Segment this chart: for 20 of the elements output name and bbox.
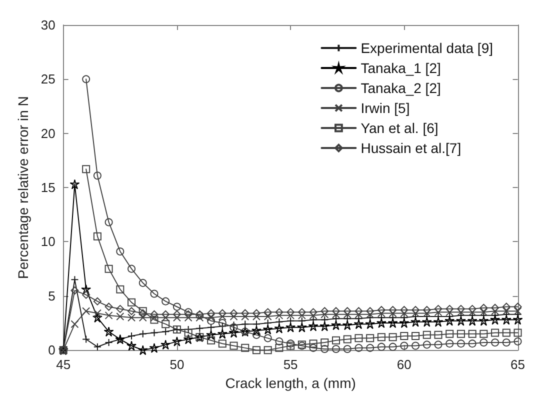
legend-label: Irwin [5] (360, 100, 410, 116)
legend-label: Tanaka_1 [2] (360, 60, 441, 76)
x-axis-title: Crack length, a (mm) (225, 375, 356, 391)
x-tick-label: 60 (396, 357, 412, 372)
legend-label: Tanaka_2 [2] (360, 80, 441, 96)
legend-label: Yan et al. [6] (360, 120, 438, 136)
x-tick-label: 55 (283, 357, 298, 372)
y-tick-label: 25 (40, 72, 56, 87)
y-tick-label: 5 (48, 288, 56, 304)
y-tick-label: 30 (40, 18, 56, 32)
legend-label: Hussain et al.[7] (360, 140, 462, 156)
y-tick-label: 0 (48, 342, 56, 358)
x-tick-label: 65 (510, 357, 526, 372)
y-tick-label: 20 (40, 126, 56, 141)
x-tick-label: 45 (56, 357, 71, 372)
y-tick-label: 10 (40, 234, 56, 250)
y-axis-title: Percentage relative error in N (15, 96, 31, 279)
legend-label: Experimental data [9] (360, 40, 493, 56)
y-tick-label: 15 (40, 180, 56, 196)
x-tick-label: 50 (170, 357, 184, 372)
